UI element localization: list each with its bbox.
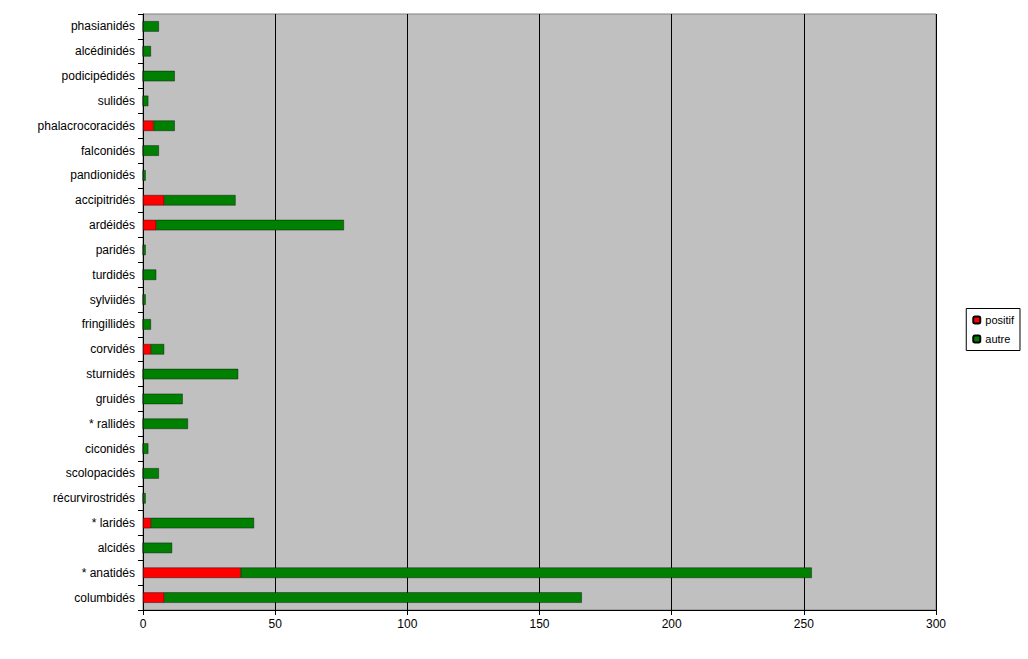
svg-text:scolopacidés: scolopacidés [66,466,135,480]
svg-text:sylviidés: sylviidés [90,293,135,307]
svg-text:0: 0 [140,617,147,631]
svg-text:corvidés: corvidés [90,342,135,356]
svg-text:podicipédidés: podicipédidés [62,69,135,83]
svg-text:falconidés: falconidés [81,144,135,158]
svg-text:sturnidés: sturnidés [86,367,135,381]
svg-text:alcédinidés: alcédinidés [75,44,135,58]
svg-text:turdidés: turdidés [92,268,135,282]
svg-text:sulidés: sulidés [98,94,135,108]
svg-text:150: 150 [529,617,549,631]
svg-text:paridés: paridés [96,243,135,257]
svg-text:fringillidés: fringillidés [82,317,135,331]
svg-text:positif: positif [985,314,1015,326]
svg-text:50: 50 [268,617,282,631]
svg-text:autre: autre [985,333,1010,345]
svg-text:* anatidés: * anatidés [82,566,135,580]
svg-text:ardéidés: ardéidés [89,218,135,232]
svg-text:200: 200 [662,617,682,631]
svg-text:250: 250 [794,617,814,631]
svg-text:alcidés: alcidés [98,541,135,555]
svg-text:phasianidés: phasianidés [71,19,135,33]
svg-text:gruidés: gruidés [96,392,135,406]
svg-text:* rallidés: * rallidés [89,417,135,431]
svg-text:accipitridés: accipitridés [75,193,135,207]
svg-text:phalacrocoracidés: phalacrocoracidés [38,119,135,133]
svg-text:récurvirostridés: récurvirostridés [53,491,135,505]
svg-text:ciconidés: ciconidés [85,442,135,456]
svg-text:100: 100 [397,617,417,631]
svg-text:pandionidés: pandionidés [70,168,135,182]
svg-text:* laridés: * laridés [92,516,135,530]
svg-text:300: 300 [926,617,946,631]
svg-text:columbidés: columbidés [74,591,135,605]
